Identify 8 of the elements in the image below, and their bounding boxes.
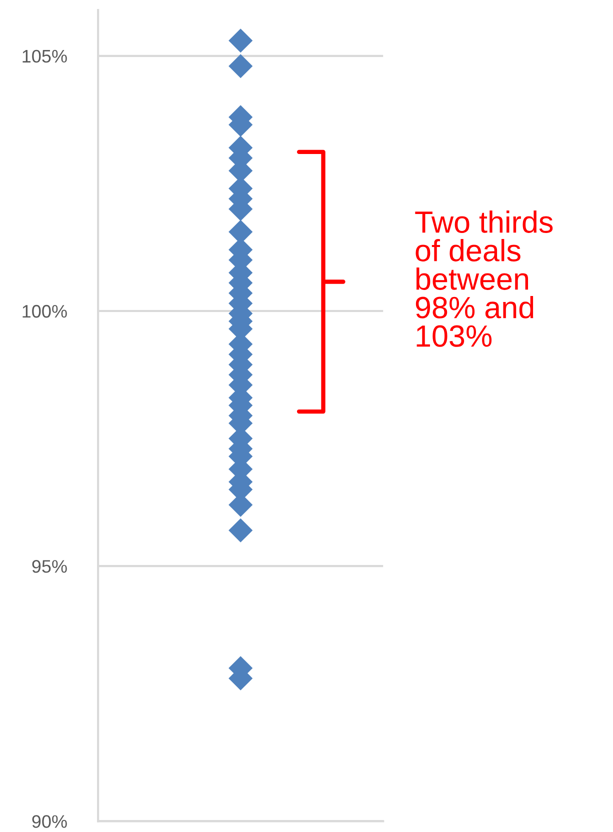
y-tick-label: 100% (22, 304, 67, 318)
y-tick-label: 95% (32, 560, 67, 573)
text: Two thirds of deals between 98% and 103% (415, 210, 553, 347)
y-tick-label: 90% (32, 815, 67, 828)
point (228, 28, 253, 53)
point (228, 518, 253, 542)
point (228, 54, 253, 78)
y-tick-label: 105% (22, 50, 67, 63)
